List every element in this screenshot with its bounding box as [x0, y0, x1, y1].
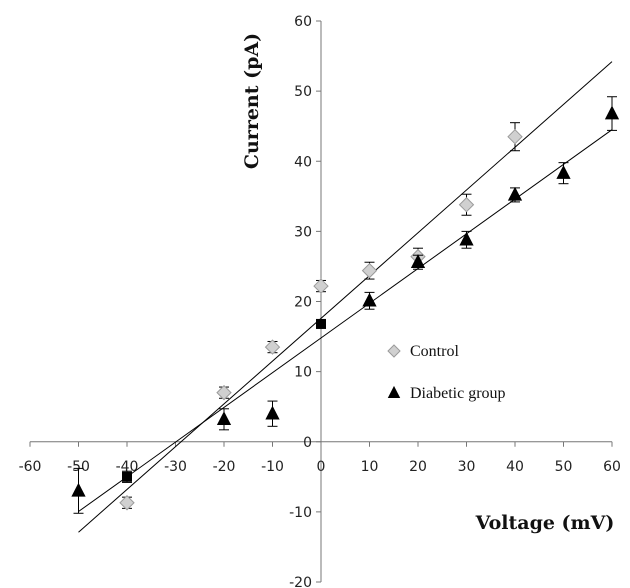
x-tick-label: 60	[603, 459, 621, 475]
y-tick-label: 50	[294, 84, 312, 100]
data-point-diabetic	[604, 105, 620, 120]
data-point-diabetic	[122, 471, 132, 482]
x-tick-label: -60	[19, 459, 42, 475]
data-point-diabetic	[410, 254, 426, 268]
y-tick-label: 20	[294, 295, 312, 311]
x-tick-label: 10	[361, 459, 379, 475]
data-point-control	[361, 262, 378, 279]
data-point-diabetic	[216, 411, 232, 426]
x-tick-label: -30	[164, 459, 187, 475]
x-tick-label: 20	[409, 459, 427, 475]
x-tick-label: -40	[116, 459, 139, 475]
data-point-diabetic	[459, 231, 474, 246]
x-tick-label: -50	[67, 459, 90, 475]
y-tick-label: -20	[289, 575, 312, 588]
data-point-diabetic	[507, 186, 523, 201]
legend-label-control: Control	[410, 343, 459, 360]
y-tick-label: 60	[294, 14, 312, 30]
y-tick-label: 30	[294, 224, 312, 240]
data-point-diabetic	[362, 292, 377, 307]
data-point-diabetic	[71, 482, 86, 497]
data-point-control	[264, 339, 281, 355]
x-tick-label: -10	[261, 459, 284, 475]
x-tick-label: 50	[555, 459, 573, 475]
data-point-control	[458, 197, 475, 213]
y-tick-label: 10	[294, 365, 312, 381]
y-tick-label: -10	[289, 505, 312, 521]
data-point-control	[216, 384, 232, 401]
x-tick-label: 30	[458, 459, 476, 475]
x-tick-label: -20	[213, 459, 236, 475]
data-point-control	[313, 278, 329, 294]
data-point-diabetic	[556, 165, 571, 179]
data-point-diabetic	[265, 405, 280, 420]
x-tick-label: 0	[317, 459, 326, 475]
y-tick-label: 40	[294, 154, 312, 170]
y-tick-label: 0	[303, 435, 312, 451]
legend-marker-diabetic	[387, 385, 401, 398]
y-axis-title: Current (pA)	[241, 33, 263, 169]
data-point-diabetic	[316, 318, 326, 329]
data-point-control	[119, 495, 135, 511]
data-point-control	[507, 128, 523, 145]
legend-label-diabetic: Diabetic group	[410, 385, 506, 402]
x-tick-label: 40	[506, 459, 524, 475]
trendline-diabetic	[78, 129, 613, 512]
x-axis-title: Voltage (mV)	[475, 512, 615, 534]
trendline-control	[78, 61, 613, 533]
legend-marker-control	[387, 344, 401, 358]
